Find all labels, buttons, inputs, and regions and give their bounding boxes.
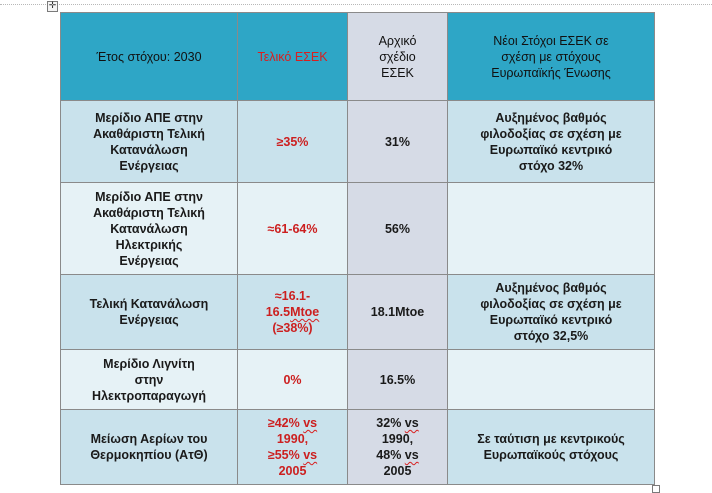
initial-value-part: 32%	[376, 416, 405, 430]
final-value-vs: vs	[303, 416, 318, 430]
row-new-target	[447, 182, 655, 275]
header-initial-nesek: Αρχικό σχέδιο ΕΣΕΚ	[347, 12, 448, 101]
row-new-target: Αυξημένος βαθμός φιλοδοξίας σε σχέση με …	[447, 274, 655, 350]
header-target-year: Έτος στόχου: 2030	[60, 12, 238, 101]
final-value-unit: Mtoe	[290, 305, 320, 319]
table-header-row: Έτος στόχου: 2030 Τελικό ΕΣΕΚ Αρχικό σχέ…	[60, 12, 655, 101]
initial-value-part: 2005	[383, 464, 412, 478]
row-new-target	[447, 349, 655, 410]
table-row: Μερίδιο Λιγνίτη στην Ηλεκτροπαραγωγή 0% …	[60, 349, 655, 410]
table-row: Μερίδιο ΑΠΕ στην Ακαθάριστη Τελική Καταν…	[60, 182, 655, 275]
initial-value-vs: vs	[404, 448, 419, 462]
row-initial-value: 56%	[347, 182, 448, 275]
row-final-value: ≈16.1- 16.5Mtoe (≥38%)	[237, 274, 348, 350]
table-row: Μερίδιο ΑΠΕ στην Ακαθάριστη Τελική Καταν…	[60, 100, 655, 183]
resize-square-icon[interactable]	[652, 485, 660, 493]
table-row: Μείωση Αερίων του Θερμοκηπίου (ΑτΘ) ≥42%…	[60, 409, 655, 485]
header-new-targets: Νέοι Στόχοι ΕΣΕΚ σε σχέση με στόχους Ευρ…	[447, 12, 655, 101]
final-value-part: ≥42%	[267, 416, 304, 430]
final-value-percent: (≥38%)	[272, 321, 313, 335]
final-value-part: 1990, ≥55%	[267, 432, 309, 462]
table-row: Τελική Κατανάλωση Ενέργειας ≈16.1- 16.5M…	[60, 274, 655, 350]
row-final-value: ≈61-64%	[237, 182, 348, 275]
page-top-rule	[0, 4, 712, 5]
row-indicator: Μείωση Αερίων του Θερμοκηπίου (ΑτΘ)	[60, 409, 238, 485]
initial-value-vs: vs	[404, 416, 419, 430]
final-value-vs: vs	[303, 448, 318, 462]
final-value-range: ≈16.1- 16.5	[265, 289, 311, 319]
header-final-nesek: Τελικό ΕΣΕΚ	[237, 12, 348, 101]
row-indicator: Μερίδιο ΑΠΕ στην Ακαθάριστη Τελική Καταν…	[60, 100, 238, 183]
row-initial-value: 16.5%	[347, 349, 448, 410]
row-initial-value: 18.1Mtoe	[347, 274, 448, 350]
initial-value-part: 1990, 48%	[376, 432, 414, 462]
final-value-part: 2005	[278, 464, 307, 478]
row-final-value: ≥35%	[237, 100, 348, 183]
row-initial-value: 32% vs 1990, 48% vs 2005	[347, 409, 448, 485]
move-arrows-icon[interactable]: ✛	[47, 1, 58, 12]
row-new-target: Αυξημένος βαθμός φιλοδοξίας σε σχέση με …	[447, 100, 655, 183]
nesek-targets-table: Έτος στόχου: 2030 Τελικό ΕΣΕΚ Αρχικό σχέ…	[60, 12, 655, 485]
row-new-target: Σε ταύτιση με κεντρικούς Ευρωπαϊκούς στό…	[447, 409, 655, 485]
row-indicator: Μερίδιο ΑΠΕ στην Ακαθάριστη Τελική Καταν…	[60, 182, 238, 275]
row-final-value: ≥42% vs 1990, ≥55% vs 2005	[237, 409, 348, 485]
row-indicator: Τελική Κατανάλωση Ενέργειας	[60, 274, 238, 350]
row-final-value: 0%	[237, 349, 348, 410]
row-initial-value: 31%	[347, 100, 448, 183]
row-indicator: Μερίδιο Λιγνίτη στην Ηλεκτροπαραγωγή	[60, 349, 238, 410]
